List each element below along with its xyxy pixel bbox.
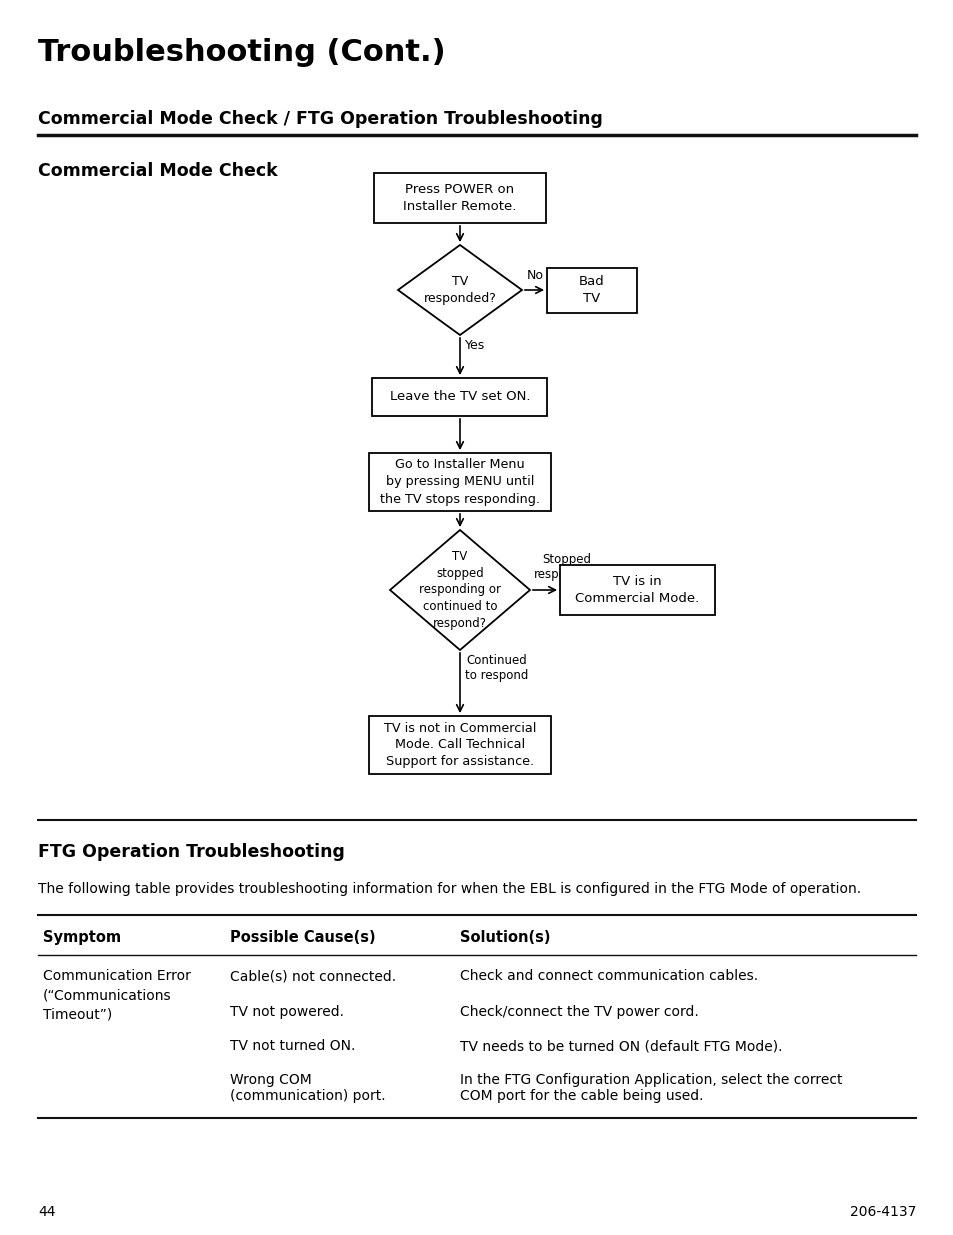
Text: In the FTG Configuration Application, select the correct
COM port for the cable : In the FTG Configuration Application, se… [459, 1073, 841, 1103]
Text: Wrong COM
(communication) port.: Wrong COM (communication) port. [230, 1073, 385, 1103]
FancyBboxPatch shape [374, 173, 545, 224]
Text: Commercial Mode Check / FTG Operation Troubleshooting: Commercial Mode Check / FTG Operation Tr… [38, 110, 602, 128]
Text: Check and connect communication cables.: Check and connect communication cables. [459, 969, 758, 983]
FancyBboxPatch shape [369, 453, 551, 511]
FancyBboxPatch shape [546, 268, 637, 312]
Polygon shape [390, 530, 530, 650]
Polygon shape [397, 245, 521, 335]
Text: Bad
TV: Bad TV [578, 275, 604, 305]
Text: TV not powered.: TV not powered. [230, 1005, 344, 1019]
Text: TV not turned ON.: TV not turned ON. [230, 1039, 355, 1053]
Text: Solution(s): Solution(s) [459, 930, 550, 945]
Text: TV
stopped
responding or
continued to
respond?: TV stopped responding or continued to re… [418, 550, 500, 631]
Text: No: No [526, 269, 543, 282]
Text: The following table provides troubleshooting information for when the EBL is con: The following table provides troubleshoo… [38, 882, 861, 897]
Text: Possible Cause(s): Possible Cause(s) [230, 930, 375, 945]
Text: Troubleshooting (Cont.): Troubleshooting (Cont.) [38, 38, 445, 67]
FancyBboxPatch shape [559, 564, 714, 615]
Text: Stopped
responding: Stopped responding [534, 553, 599, 580]
Text: Check/connect the TV power cord.: Check/connect the TV power cord. [459, 1005, 698, 1019]
Text: Continued
to respond: Continued to respond [464, 655, 528, 682]
Text: Yes: Yes [464, 338, 485, 352]
Text: Cable(s) not connected.: Cable(s) not connected. [230, 969, 395, 983]
Text: TV is in
Commercial Mode.: TV is in Commercial Mode. [575, 576, 699, 605]
FancyBboxPatch shape [372, 378, 547, 416]
Text: 206-4137: 206-4137 [849, 1205, 915, 1219]
Text: 44: 44 [38, 1205, 55, 1219]
Text: FTG Operation Troubleshooting: FTG Operation Troubleshooting [38, 844, 345, 861]
Text: Leave the TV set ON.: Leave the TV set ON. [390, 390, 530, 404]
Text: Press POWER on
Installer Remote.: Press POWER on Installer Remote. [403, 183, 517, 212]
Text: Communication Error
(“Communications
Timeout”): Communication Error (“Communications Tim… [43, 969, 191, 1023]
Text: TV
responded?: TV responded? [423, 275, 496, 305]
Text: TV is not in Commercial
Mode. Call Technical
Support for assistance.: TV is not in Commercial Mode. Call Techn… [383, 721, 536, 768]
Text: TV needs to be turned ON (default FTG Mode).: TV needs to be turned ON (default FTG Mo… [459, 1039, 781, 1053]
Text: Symptom: Symptom [43, 930, 121, 945]
FancyBboxPatch shape [369, 716, 551, 774]
Text: Commercial Mode Check: Commercial Mode Check [38, 162, 277, 180]
Text: Go to Installer Menu
by pressing MENU until
the TV stops responding.: Go to Installer Menu by pressing MENU un… [379, 458, 539, 505]
